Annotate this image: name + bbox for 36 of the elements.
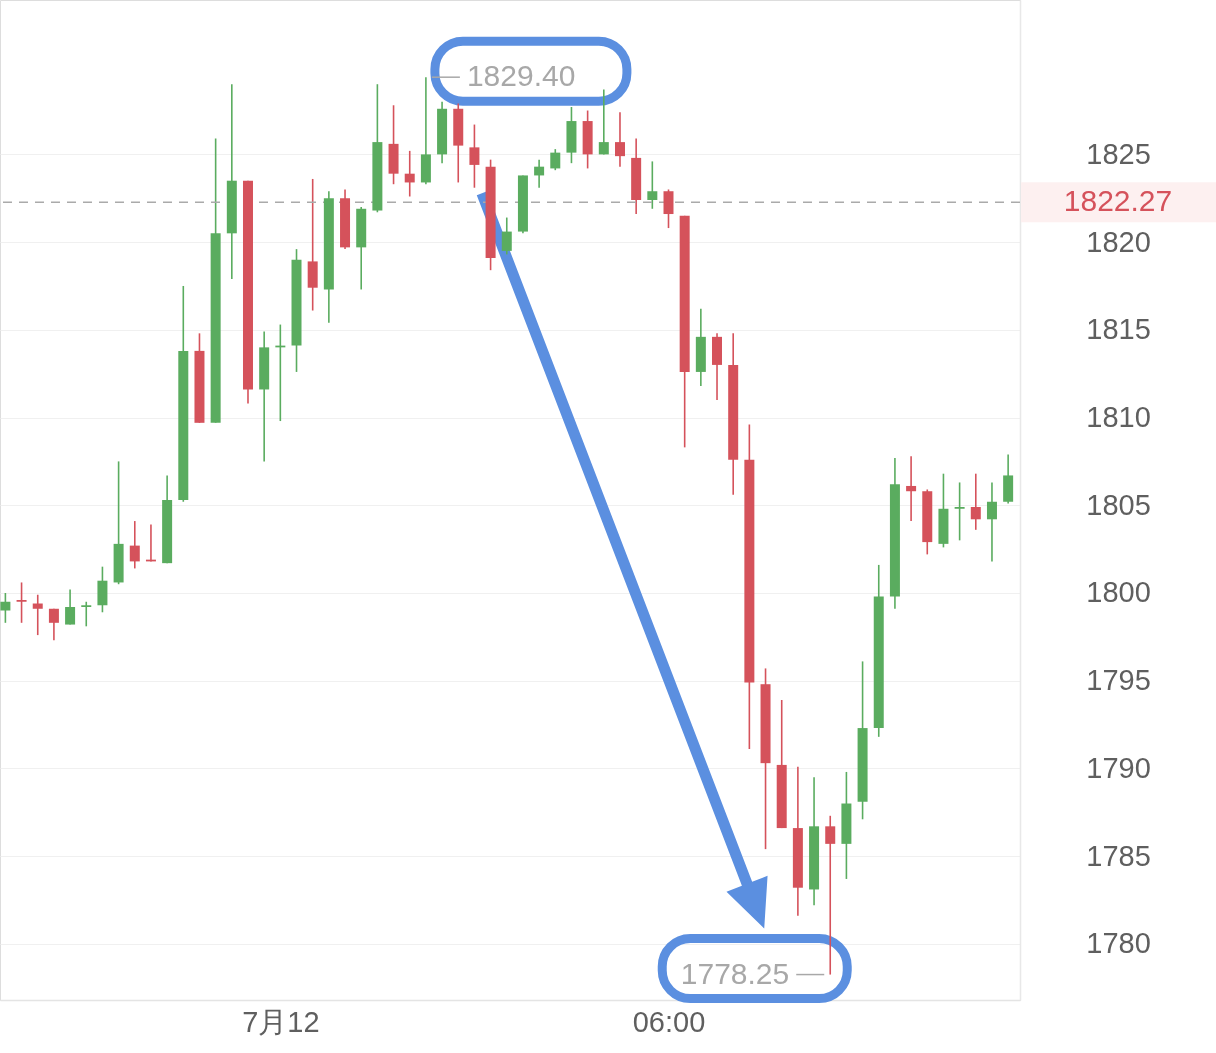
candlestick [598, 88, 609, 156]
candlestick [534, 158, 545, 189]
candlestick [970, 472, 981, 531]
candlestick [550, 148, 561, 171]
candlestick [663, 188, 674, 229]
candlestick [0, 592, 11, 624]
y-tick-label: 1805 [1086, 488, 1151, 521]
y-tick-label: 1795 [1086, 664, 1151, 697]
candlestick [986, 481, 997, 563]
annotation: 1778.25 [680, 956, 790, 990]
y-tick-label: 1785 [1086, 839, 1151, 872]
candlestick [614, 111, 625, 168]
annotation: 1829.40 [466, 59, 576, 93]
candlestick [81, 600, 92, 628]
candlestick [825, 814, 836, 976]
y-tick-label: 1820 [1086, 225, 1151, 258]
candlestick [647, 160, 658, 210]
y-tick-label: 1825 [1086, 137, 1151, 170]
candlestick [32, 593, 43, 636]
y-tick-label: 1815 [1086, 313, 1151, 346]
y-tick-label: 1780 [1086, 927, 1151, 960]
y-tick-label: 1790 [1086, 751, 1151, 784]
candlestick [469, 123, 480, 189]
candlestick [954, 481, 965, 542]
y-tick-label: 1800 [1086, 576, 1151, 609]
candlestick [48, 607, 59, 642]
ref-line-label: 1822.27 [1063, 184, 1173, 218]
candlestick [16, 581, 27, 624]
x-tick-label: 06:00 [632, 1005, 706, 1038]
y-tick-label: 1810 [1086, 401, 1151, 434]
candlestick [65, 588, 76, 626]
x-tick-label: 7月12 [242, 1005, 320, 1038]
candlestick [404, 150, 415, 198]
candlestick [129, 520, 140, 570]
candlestick [906, 455, 917, 522]
candlestick [501, 216, 512, 256]
